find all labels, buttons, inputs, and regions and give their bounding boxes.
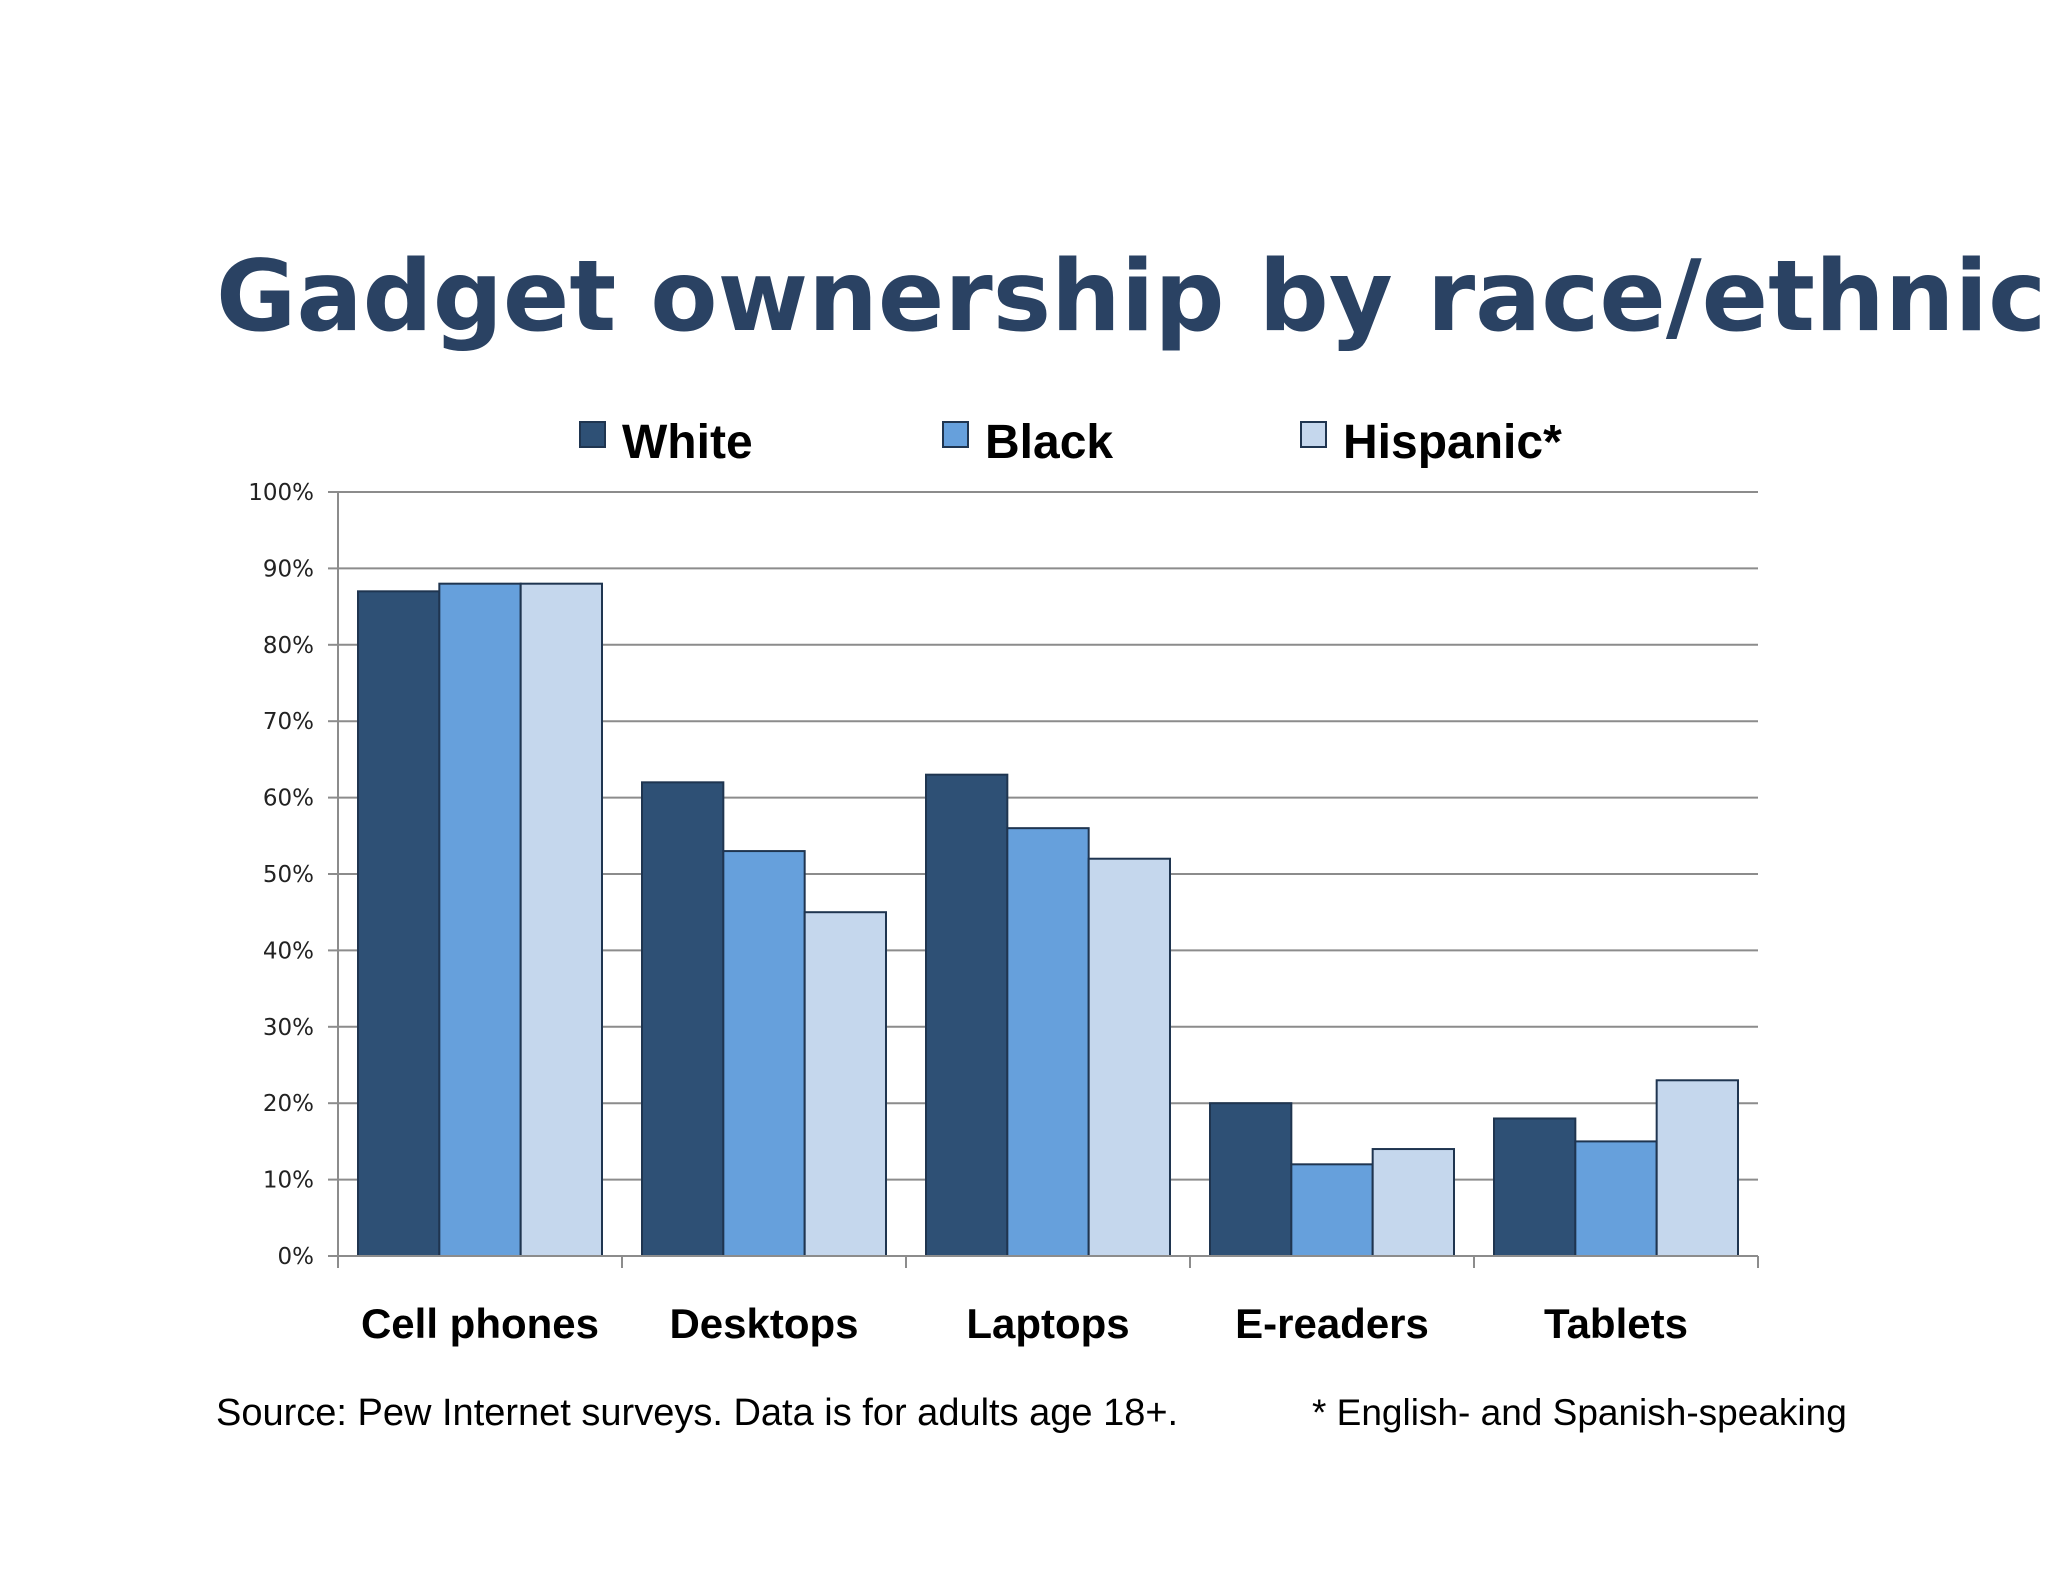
legend-swatch-white [579, 421, 606, 448]
y-tick-label: 30% [263, 1015, 314, 1041]
legend-label-black: Black [985, 416, 1113, 469]
chart-title: Gadget ownership by race/ethnicity [216, 240, 2048, 354]
y-tick-label: 90% [263, 556, 314, 582]
legend: White Black Hispanic* [579, 416, 1562, 469]
source-note: Source: Pew Internet surveys. Data is fo… [216, 1392, 1178, 1434]
bar-black-desktops [722, 850, 806, 1258]
y-tick-label: 0% [278, 1244, 315, 1270]
bar-white-tablets [1493, 1117, 1577, 1257]
legend-label-white: White [622, 416, 753, 469]
x-axis-labels: Cell phones Desktops Laptops E-readers Table… [361, 1300, 1688, 1347]
x-category-label: Tablets [1544, 1300, 1688, 1347]
bar-black-cellphones [438, 582, 522, 1257]
y-tick-label: 70% [263, 709, 314, 735]
bar-white-cellphones [357, 590, 441, 1257]
bar-hispanic-laptops [1087, 857, 1171, 1257]
legend-swatch-black [942, 421, 969, 448]
bar-white-desktops [641, 781, 725, 1257]
x-category-label: Desktops [669, 1300, 858, 1347]
bar-white-laptops [925, 773, 1009, 1257]
x-category-label: E-readers [1235, 1300, 1429, 1347]
bar-hispanic-desktops [803, 911, 888, 1257]
y-axis-ticks: 0% 10% 20% 30% 40% 50% 60% 70% 80% 90% 100% [248, 480, 338, 1270]
bar-black-ereaders [1290, 1163, 1374, 1257]
footnote: * English- and Spanish-speaking [1312, 1392, 1847, 1433]
bars [357, 582, 1739, 1258]
x-category-label: Laptops [966, 1300, 1129, 1347]
bar-hispanic-cellphones [519, 582, 604, 1257]
bar-white-ereaders [1209, 1102, 1293, 1257]
y-tick-label: 20% [263, 1091, 314, 1117]
y-tick-label: 40% [263, 938, 314, 964]
axes [337, 492, 1759, 1268]
legend-swatch-hispanic [1300, 421, 1327, 448]
y-tick-label: 50% [263, 862, 314, 888]
x-category-label: Cell phones [361, 1300, 599, 1347]
bar-hispanic-ereaders [1371, 1148, 1455, 1258]
bar-black-tablets [1574, 1140, 1658, 1258]
y-tick-label: 80% [263, 633, 314, 659]
y-tick-label: 10% [263, 1168, 314, 1194]
bar-hispanic-tablets [1655, 1079, 1739, 1258]
y-tick-label: 100% [248, 480, 314, 506]
bar-black-laptops [1006, 827, 1090, 1257]
legend-label-hispanic: Hispanic* [1343, 416, 1562, 469]
y-tick-label: 60% [263, 786, 314, 812]
